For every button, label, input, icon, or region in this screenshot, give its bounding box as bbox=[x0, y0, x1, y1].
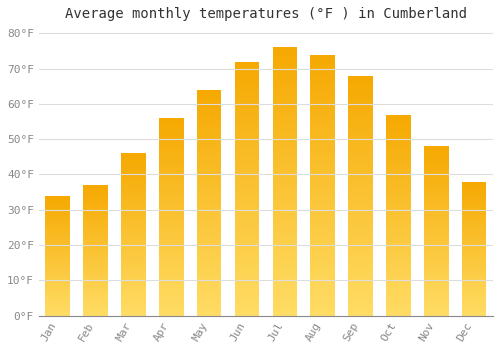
Title: Average monthly temperatures (°F ) in Cumberland: Average monthly temperatures (°F ) in Cu… bbox=[65, 7, 467, 21]
